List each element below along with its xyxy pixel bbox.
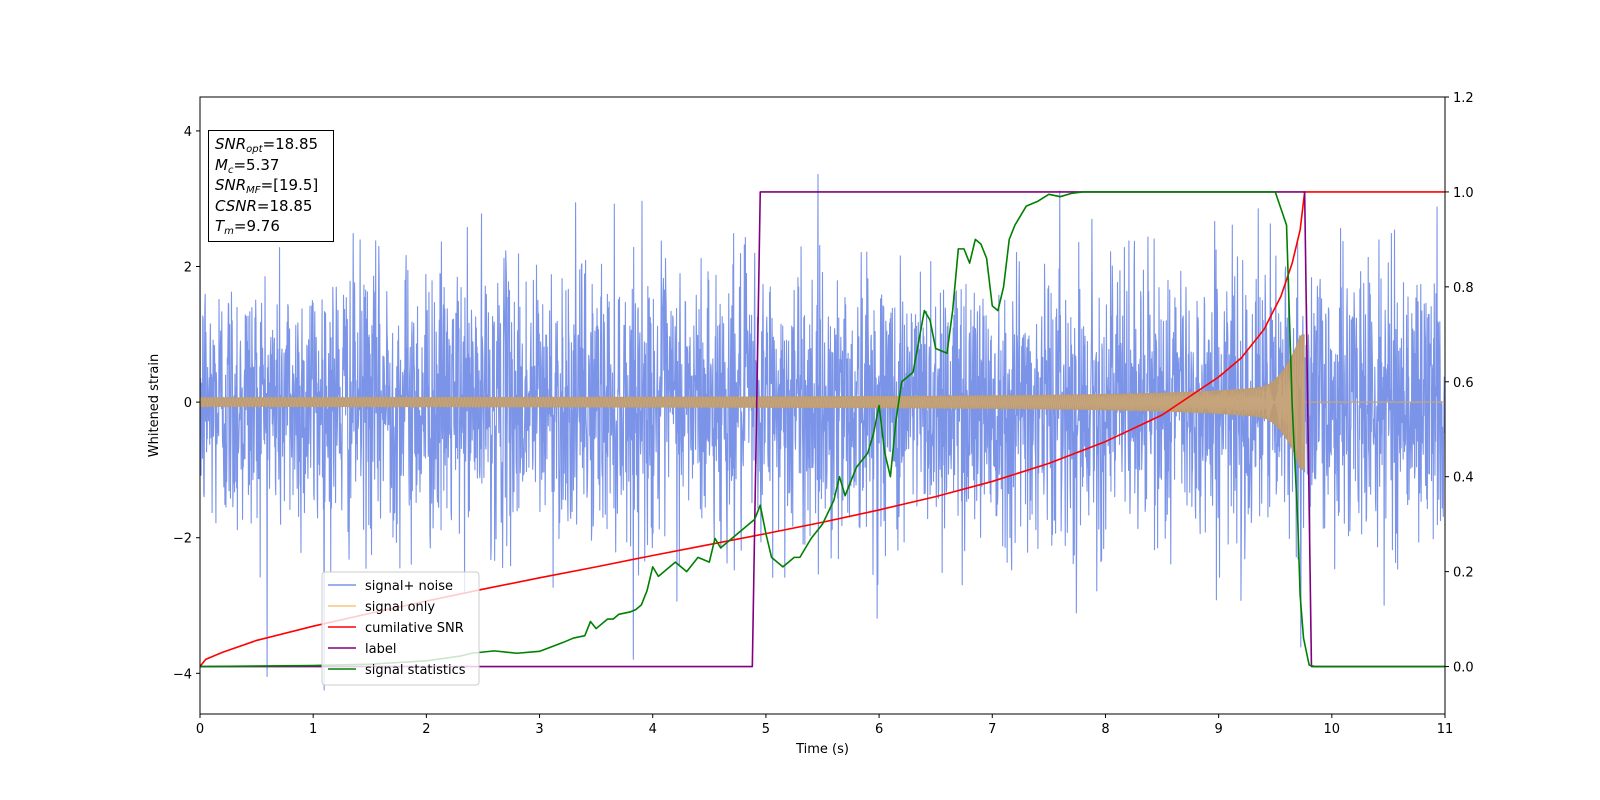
plot-area [200, 173, 1445, 691]
x-tick-label: 7 [988, 722, 996, 737]
axes-frame [199, 96, 1446, 715]
x-tick-label: 3 [535, 722, 543, 737]
annotation-merger-time: Tm=9.76 [215, 217, 280, 237]
x-tick-label: 5 [762, 722, 770, 737]
y-right-tick-label: 0.8 [1453, 281, 1474, 296]
x-axis-title: Time (s) [795, 742, 849, 757]
annotation-csnr: CSNR=18.85 [215, 196, 313, 215]
series-signal-noise-line [200, 173, 1445, 691]
x-tick-label: 0 [196, 722, 204, 737]
x-tick-label: 6 [875, 722, 883, 737]
annotation-snr-opt: SNRopt=18.85 [215, 135, 319, 155]
x-tick-label: 9 [1214, 722, 1222, 737]
y-left-tick-label: 4 [184, 125, 192, 140]
legend-label: cumilative SNR [365, 621, 464, 636]
legend-box [321, 571, 480, 686]
annotation-chirp-mass: Mc=5.37 [215, 155, 280, 176]
annotation-box: SNRopt=18.85 Mc=5.37 SNRMF=[19.5] CSNR=1… [208, 130, 334, 242]
y-right-tick-label: 0.2 [1453, 566, 1474, 581]
x-tick-label: 10 [1324, 722, 1341, 737]
legend-label: label [365, 642, 396, 657]
x-tick-label: 11 [1437, 722, 1454, 737]
y-right-tick-label: 1.0 [1453, 186, 1474, 201]
legend-label: signal statistics [365, 663, 466, 678]
series-signal-statistics-line [200, 191, 1445, 668]
x-tick-label: 8 [1101, 722, 1109, 737]
axes: 0 1 2 3 4 5 6 7 8 9 10 11 −4 −2 0 2 4 0.0 0.2 0.4 0.6 0.8 1.0 1… [147, 91, 1474, 757]
x-tick-label: 4 [649, 722, 657, 737]
legend: signal+ noise signal only cumilative SNR la… [321, 571, 480, 686]
y-right-tick-label: 0.4 [1453, 471, 1474, 486]
y-right-tick-label: 0.0 [1453, 661, 1474, 676]
legend-label: signal+ noise [365, 579, 453, 594]
x-tick-label: 1 [309, 722, 317, 737]
series-signal-only-line [200, 336, 1306, 469]
y-right-tick-label: 1.2 [1453, 91, 1474, 106]
y-left-tick-label: −4 [173, 667, 192, 682]
y-left-tick-label: −2 [173, 532, 192, 547]
legend-label: signal only [365, 600, 435, 615]
annotation-snr-mf: SNRMF=[19.5] [215, 176, 319, 196]
y-left-tick-label: 2 [184, 261, 192, 276]
y-left-tick-label: 0 [184, 396, 192, 411]
x-tick-label: 2 [422, 722, 430, 737]
y-axis-title: Whitened strain [147, 354, 162, 457]
y-right-tick-label: 0.6 [1453, 376, 1474, 391]
